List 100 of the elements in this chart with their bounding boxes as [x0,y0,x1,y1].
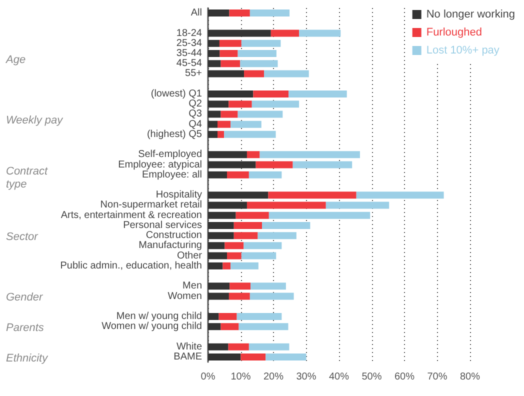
text: Ethnicity [6,352,50,364]
bar [252,100,300,108]
bar [220,323,239,330]
bar [246,202,326,209]
bar [208,90,254,98]
y-tick-label: Employee: atypical [118,159,202,170]
y-tick-label: White [176,341,202,352]
legend-label: Lost 10%+ pay [426,44,500,56]
bar [208,151,247,158]
bar [208,262,223,270]
bar [218,130,224,138]
bar [226,252,242,260]
bar [236,312,282,320]
bar [208,110,221,118]
text: Age [5,54,26,66]
x-tick-label: 30% [296,372,316,382]
bar [253,90,289,98]
bar [208,100,229,108]
bar [246,151,260,158]
bar [234,222,262,229]
bar [208,192,268,199]
y-tick-label: Men w/ young child [116,310,202,322]
bar [241,40,281,47]
bar [220,110,238,118]
x-tick-label: 40% [328,372,350,382]
y-tick-label: Hospitality [156,190,202,201]
bar [250,282,286,290]
bar [220,50,238,58]
bar [240,353,266,360]
bar [236,212,269,219]
bar [238,50,276,58]
bar [258,232,296,240]
x-tick-label: 60% [394,372,415,382]
bar [208,120,218,128]
y-tick-label: All [190,8,202,19]
y-tick-label: (highest) Q5 [146,128,202,140]
x-tick-label: 80% [460,372,480,382]
bar [241,252,276,260]
bar [250,10,290,17]
bar [292,161,352,168]
bar [244,70,264,78]
y-tick-label: Women w/ young child [102,321,202,332]
x-tick-label: 70% [427,372,448,382]
bar [208,282,230,290]
bar [268,192,356,199]
bar [288,90,347,98]
bar [208,222,234,229]
bar [228,343,249,350]
bar [268,212,370,219]
legend-label: Furloughed [426,26,482,38]
bar [248,171,282,178]
bar [208,252,227,260]
bar [218,312,237,320]
bar [229,10,250,17]
bar [208,323,221,330]
bar [244,242,282,250]
bar [238,323,288,330]
bar [208,202,247,209]
text: Sector [6,231,40,244]
bar [234,232,258,240]
y-tick-label: Men [182,280,202,292]
bar [262,222,310,229]
bar [208,292,229,300]
text: Gender [6,292,44,304]
bar [208,50,220,58]
y-tick-label: Women [168,290,202,302]
bar [260,151,360,158]
bar [219,40,242,47]
bar [356,192,444,199]
bar [208,40,220,47]
y-tick-label: 25-34 [176,38,202,49]
bar [224,242,244,250]
y-tick-label: Q4 [188,118,202,130]
bar [208,10,230,17]
bar [208,212,236,219]
bar [299,30,341,37]
bar [230,120,262,128]
y-tick-label: Public admin., education, health [60,260,202,272]
bar [238,110,283,118]
bar [230,262,258,270]
bar [226,171,249,178]
text: Contract type [6,165,51,190]
bar [250,292,294,300]
y-tick-label: Self-employed [138,149,202,160]
y-tick-label: (lowest) Q1 [150,88,202,100]
y-tick-label: BAME [174,351,202,362]
y-tick-label: Q2 [188,98,202,110]
bar [208,130,218,138]
text: Parents [6,322,44,334]
bar [208,312,219,320]
y-tick-label: Q3 [188,108,202,120]
bar [270,30,300,37]
bar [208,343,228,350]
y-tick-label: Other [176,250,203,262]
y-tick-label: 18-24 [176,28,202,39]
x-tick-label: 50% [362,372,382,382]
bar [256,161,293,168]
bar [220,60,240,68]
bar [208,232,234,240]
bar [264,70,309,78]
